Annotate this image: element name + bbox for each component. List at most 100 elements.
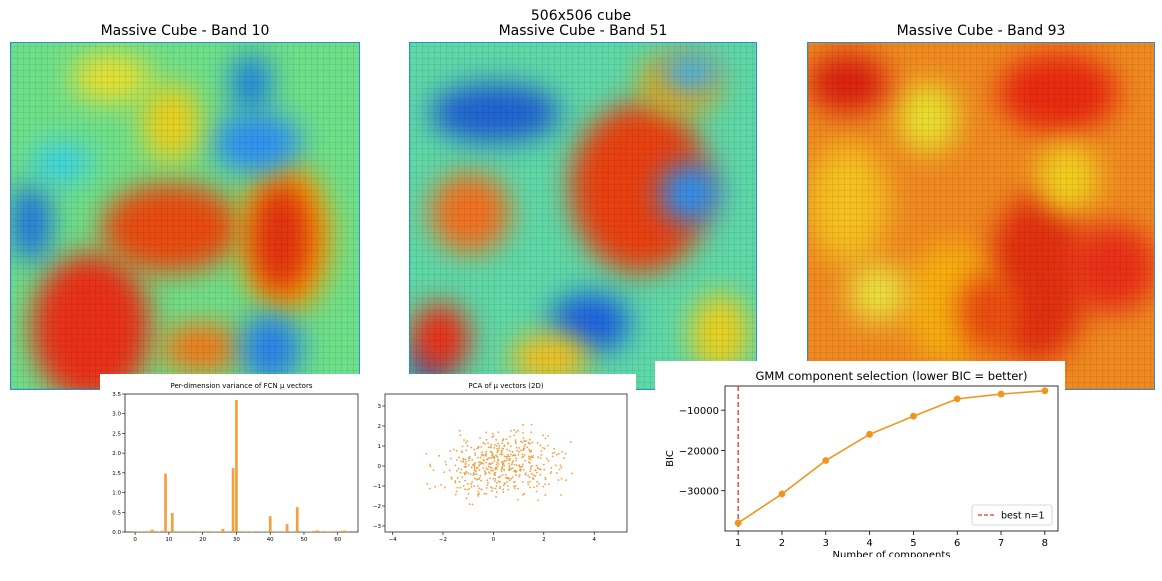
variance-bar [339,530,343,532]
scatter-point [492,469,494,472]
scatter-y-tick-label: 3 [378,404,382,410]
scatter-point [454,481,457,484]
scatter-point [497,459,500,462]
bar-x-tick-label: 60 [334,537,341,543]
scatter-point [468,455,471,458]
scatter-point [495,482,498,484]
variance-bar [312,530,316,532]
scatter-point [523,454,526,456]
scatter-point [501,461,503,464]
scatter-point [470,446,473,449]
scatter-point [536,442,539,444]
scatter-point [495,463,498,466]
bic-axes-frame [724,385,1059,532]
scatter-point [491,452,494,454]
scatter-point [462,459,465,461]
heatmap-blob [1038,143,1098,213]
scatter-axes-frame [384,393,628,533]
scatter-point [543,447,546,450]
scatter-point [485,452,487,455]
scatter-point [494,480,496,482]
scatter-point [550,467,553,469]
bic-x-tick-label: 1 [735,538,741,549]
scatter-point [468,503,471,506]
scatter-point [502,484,505,487]
scatter-point [484,471,487,474]
scatter-point [503,455,506,458]
scatter-point [460,450,463,453]
scatter-point [487,442,489,445]
variance-bar [278,531,282,532]
scatter-point [540,449,543,452]
scatter-point [489,446,492,449]
bar-x-tick-label: 50 [300,537,307,543]
scatter-point [521,463,524,466]
heatmap-blob [808,53,888,113]
scatter-point [455,490,458,493]
variance-bar [295,507,299,532]
scatter-point [565,479,567,482]
scatter-point [473,467,476,470]
scatter-point [530,449,533,452]
scatter-y-tick-label: −1 [373,484,381,490]
scatter-point [530,423,533,426]
scatter-point [482,441,485,444]
scatter-point [499,453,501,456]
scatter-point [527,481,529,484]
scatter-point [518,464,521,467]
scatter-point [495,444,498,447]
scatter-point [553,447,556,450]
scatter-point [477,494,480,497]
scatter-point [466,488,469,491]
heatmap-blob [430,173,510,253]
scatter-point [497,449,500,452]
scatter-point [476,484,479,487]
bar-y-tick-label: 0.5 [112,510,121,516]
scatter-point [501,442,503,445]
scatter-point [464,479,467,482]
bic-line-chart: GMM component selection (lower BIC = bet… [665,369,1059,561]
scatter-point [464,458,467,461]
scatter-point [529,480,531,483]
variance-bar [208,531,211,532]
scatter-point [449,457,452,460]
scatter-point [549,472,552,475]
heatmap-blob [410,303,470,373]
variance-bar [316,530,319,532]
scatter-point [553,451,556,454]
heatmap-blob [660,163,720,223]
scatter-point [557,479,560,481]
scatter-point [500,470,503,473]
scatter-point [434,485,437,488]
scatter-point [492,477,495,480]
scatter-point [474,461,477,464]
scatter-point [454,480,457,482]
scatter-point [510,463,513,466]
scatter-point [472,474,475,477]
bar-x-tick-label: 10 [165,537,172,543]
scatter-point [488,456,491,459]
scatter-point [539,474,542,476]
scatter-point [479,456,482,459]
scatter-point [561,450,563,453]
scatter-point [528,455,530,458]
scatter-point [512,454,514,457]
scatter-point [502,491,505,494]
scatter-point [478,476,481,479]
scatter-point [465,497,468,500]
bic-y-axis-label: BIC [665,450,676,467]
scatter-point [571,472,573,475]
bic-point [778,490,786,498]
scatter-point [523,492,526,495]
bar-x-tick-label: 30 [233,537,240,543]
heatmap-blob [898,83,958,153]
scatter-point [491,467,493,469]
scatter-point [521,431,524,434]
variance-bar [228,531,232,532]
bic-x-tick-label: 7 [998,538,1004,549]
scatter-point [453,448,455,451]
scatter-y-tick-label: 1 [378,444,382,450]
variance-bar [322,531,326,532]
heatmap-band-10 [10,42,360,390]
scatter-point [466,444,469,447]
